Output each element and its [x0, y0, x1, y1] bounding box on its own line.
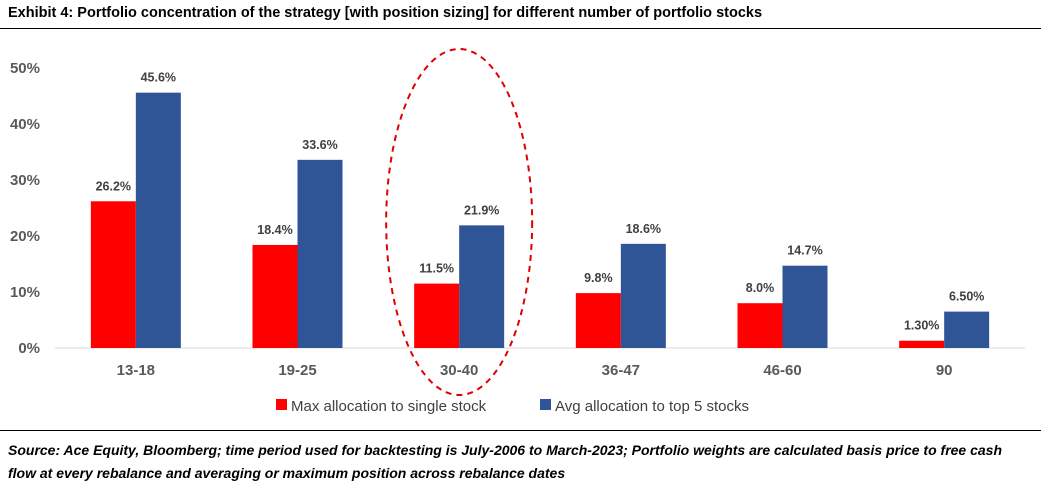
- y-tick-label: 50%: [10, 60, 40, 77]
- bar-avg-allocation: [782, 265, 828, 348]
- x-category-label: 46-60: [763, 362, 801, 379]
- bar-chart: 0% 10% 20% 30% 40% 50% 26.2% 45.6% 18.4% 33.6% 11…: [10, 48, 1025, 415]
- highlight-ellipse: [385, 48, 534, 396]
- title-divider: [0, 28, 1041, 29]
- legend-swatch-avg: [540, 399, 551, 410]
- bar-avg-allocation: [459, 225, 505, 348]
- legend-swatch-max: [276, 399, 287, 410]
- x-category-label: 13-18: [117, 362, 155, 379]
- data-label: 8.0%: [746, 281, 775, 295]
- bar-avg-allocation: [620, 243, 666, 348]
- source-note: Source: Ace Equity, Bloomberg; time peri…: [8, 442, 1003, 481]
- data-label: 9.8%: [584, 271, 613, 285]
- data-label: 14.7%: [787, 244, 822, 258]
- bar-avg-allocation: [135, 92, 181, 348]
- data-label: 6.50%: [949, 290, 984, 304]
- y-tick-label: 10%: [10, 284, 40, 301]
- source-divider: [0, 430, 1041, 431]
- bar-max-allocation: [252, 244, 298, 348]
- chart-title: Exhibit 4: Portfolio concentration of th…: [8, 5, 763, 21]
- bar-max-allocation: [575, 293, 621, 348]
- data-label: 18.4%: [257, 223, 292, 237]
- data-label: 33.6%: [302, 138, 337, 152]
- y-tick-label: 40%: [10, 116, 40, 133]
- y-tick-label: 20%: [10, 228, 40, 245]
- bar-max-allocation: [737, 303, 783, 348]
- data-label: 18.6%: [626, 222, 661, 236]
- legend-label: Avg allocation to top 5 stocks: [555, 398, 749, 415]
- x-category-label: 30-40: [440, 362, 478, 379]
- x-category-label: 19-25: [278, 362, 316, 379]
- bar-avg-allocation: [297, 159, 343, 348]
- data-label: 45.6%: [141, 71, 176, 85]
- legend-label: Max allocation to single stock: [291, 398, 487, 415]
- data-label: 21.9%: [464, 203, 499, 217]
- data-label: 11.5%: [419, 262, 454, 276]
- y-tick-label: 30%: [10, 172, 40, 189]
- data-label: 26.2%: [96, 179, 131, 193]
- bar-max-allocation: [414, 283, 460, 348]
- y-tick-label: 0%: [18, 340, 40, 357]
- bar-avg-allocation: [944, 311, 990, 348]
- bar-max-allocation: [90, 201, 136, 348]
- x-category-label: 90: [936, 362, 953, 379]
- bar-max-allocation: [899, 340, 945, 348]
- data-label: 1.30%: [904, 319, 939, 333]
- x-category-label: 36-47: [602, 362, 640, 379]
